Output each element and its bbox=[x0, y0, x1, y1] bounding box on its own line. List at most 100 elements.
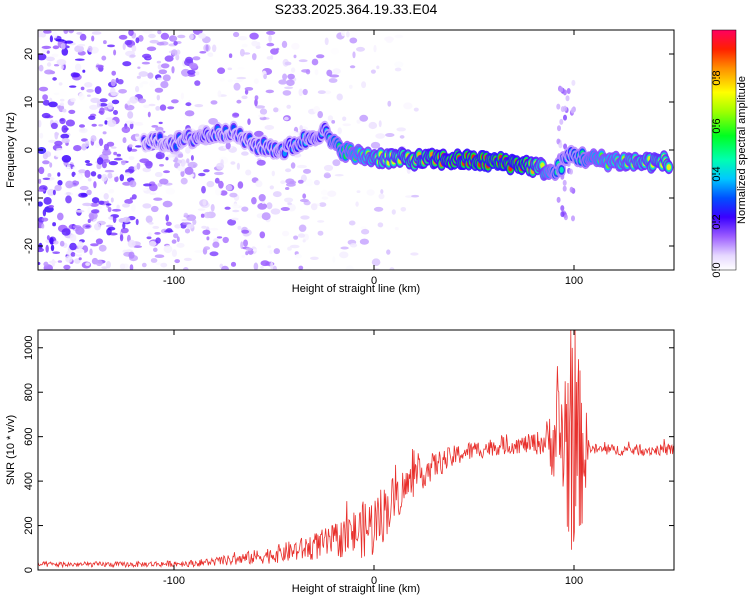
spectrogram-image bbox=[38, 30, 674, 270]
spectrogram-noise-cell bbox=[61, 137, 70, 144]
spectrogram-noise-cell bbox=[134, 133, 140, 137]
spectrogram-noise-cell bbox=[373, 44, 377, 53]
spectrogram-noise-cell bbox=[187, 69, 196, 75]
spectrogram-noise-cell bbox=[293, 54, 297, 59]
spectrogram-noise-cell bbox=[562, 179, 567, 186]
spectrogram-noise-cell bbox=[298, 265, 304, 270]
spectrogram-noise-cell bbox=[107, 119, 117, 127]
spectrogram-noise-cell bbox=[138, 35, 144, 42]
spectrogram-noise-cell bbox=[129, 180, 137, 188]
snr-y-tick-label: 600 bbox=[23, 427, 35, 445]
spectrogram-noise-cell bbox=[195, 71, 200, 76]
spectrogram-noise-cell bbox=[266, 202, 273, 210]
spectrogram-noise-cell bbox=[79, 205, 89, 209]
spectrogram-noise-cell bbox=[251, 197, 257, 205]
snr-y-tick-label: 1000 bbox=[23, 336, 35, 360]
spectrogram-noise-cell bbox=[102, 150, 112, 156]
spectrogram-noise-cell bbox=[94, 86, 102, 95]
spectrogram-noise-cell bbox=[228, 53, 233, 58]
spectrogram-noise-cell bbox=[135, 85, 140, 93]
spectrogram-noise-cell bbox=[285, 187, 290, 190]
spectrogram-noise-cell bbox=[212, 44, 217, 53]
spectrogram-noise-cell bbox=[317, 230, 324, 236]
spectrogram-noise-cell bbox=[319, 202, 327, 208]
spectrogram-noise-cell bbox=[46, 235, 50, 241]
spectrogram-noise-cell bbox=[266, 30, 276, 35]
spectrogram-noise-cell bbox=[245, 169, 252, 176]
spectrogram-noise-cell bbox=[104, 169, 115, 173]
spectrogram-noise-cell bbox=[142, 30, 153, 34]
spectrogram-noise-cell bbox=[164, 229, 174, 233]
spectrogram-noise-cell bbox=[148, 222, 154, 225]
spectrogram-noise-cell bbox=[259, 108, 268, 115]
spectrogram-noise-cell bbox=[389, 267, 395, 270]
spectrogram-noise-cell bbox=[59, 98, 65, 102]
spectrogram-noise-cell bbox=[171, 249, 177, 257]
spectrogram-noise-cell bbox=[59, 102, 65, 107]
spectrogram-noise-cell bbox=[297, 233, 306, 238]
spectrogram-noise-cell bbox=[194, 104, 204, 108]
spectrogram-noise-cell bbox=[84, 169, 91, 178]
spectrogram-noise-cell bbox=[46, 62, 52, 67]
spectrogram-noise-cell bbox=[157, 64, 162, 70]
spectrogram-noise-cell bbox=[257, 202, 268, 210]
spectrogram-noise-cell bbox=[70, 234, 77, 242]
spectrogram-noise-cell bbox=[297, 179, 304, 184]
spectrogram-ridge-cell bbox=[666, 164, 671, 171]
spectrogram-noise-cell bbox=[135, 145, 142, 148]
spectrogram-noise-cell bbox=[65, 195, 72, 204]
spectrogram-noise-cell bbox=[410, 252, 419, 256]
spectrogram-noise-cell bbox=[85, 163, 93, 166]
spectrogram-noise-cell bbox=[77, 241, 84, 249]
spectrogram-noise-cell bbox=[233, 79, 243, 83]
spectrogram-noise-cell bbox=[300, 215, 310, 220]
spectrogram-noise-cell bbox=[61, 155, 72, 163]
spectrogram-noise-cell bbox=[49, 162, 53, 168]
spectrogram-noise-cell bbox=[46, 50, 50, 54]
spectrogram-x-label: Height of straight line (km) bbox=[292, 283, 420, 295]
spectrogram-noise-cell bbox=[87, 45, 93, 53]
spectrogram-noise-cell bbox=[254, 95, 259, 101]
spectrogram-noise-cell bbox=[366, 189, 375, 196]
snr-x-tick-label: 100 bbox=[565, 575, 583, 587]
spectrogram-noise-cell bbox=[60, 133, 70, 139]
spectrogram-noise-cell bbox=[95, 64, 104, 69]
spectrogram-noise-cell bbox=[108, 216, 114, 220]
spectrogram-noise-cell bbox=[233, 82, 241, 91]
spectrogram-noise-cell bbox=[224, 206, 231, 210]
spectrogram-noise-cell bbox=[49, 35, 54, 43]
spectrogram-noise-cell bbox=[239, 48, 245, 57]
colorbar-label: Normalized spectral amplitude bbox=[736, 76, 748, 224]
spectrogram-noise-cell bbox=[112, 173, 118, 178]
spectrogram-noise-cell bbox=[329, 74, 340, 78]
spectrogram-noise-cell bbox=[129, 96, 139, 104]
spectrogram-noise-cell bbox=[91, 209, 100, 214]
spectrogram-noise-cell bbox=[74, 58, 85, 61]
spectrogram-noise-cell bbox=[317, 220, 325, 223]
spectrogram-noise-cell bbox=[148, 103, 156, 107]
spectrogram-noise-cell bbox=[54, 184, 62, 192]
colorbar-ticks: 0.0 0.2 0.4 0.6 0.8 bbox=[711, 70, 723, 277]
spectrogram-noise-cell bbox=[286, 104, 292, 109]
spectrogram-noise-cell bbox=[394, 227, 399, 231]
spectrogram-noise-cell bbox=[86, 189, 92, 196]
spectrogram-noise-cell bbox=[110, 78, 116, 87]
spectrogram-noise-cell bbox=[127, 111, 134, 119]
spectrogram-noise-cell bbox=[101, 161, 107, 169]
spectrogram-noise-cell bbox=[203, 211, 212, 219]
spectrogram-noise-cell bbox=[256, 159, 266, 166]
spectrogram-noise-cell bbox=[317, 90, 326, 94]
spectrogram-noise-cell bbox=[158, 69, 168, 75]
spectrogram-noise-cell bbox=[245, 247, 252, 252]
spectrogram-noise-cell bbox=[394, 61, 404, 68]
spectrogram-noise-cell bbox=[164, 55, 174, 62]
spectrogram-noise-cell bbox=[313, 106, 320, 114]
spectrogram-noise-cell bbox=[160, 81, 169, 89]
spectrogram-noise-cell bbox=[176, 242, 185, 248]
spectrogram-noise-cell bbox=[153, 247, 158, 252]
spectrogram-noise-cell bbox=[110, 197, 114, 203]
spectrogram-noise-cell bbox=[99, 98, 108, 103]
spectrogram-noise-cell bbox=[558, 142, 563, 149]
spectrogram-noise-cell bbox=[57, 172, 61, 177]
